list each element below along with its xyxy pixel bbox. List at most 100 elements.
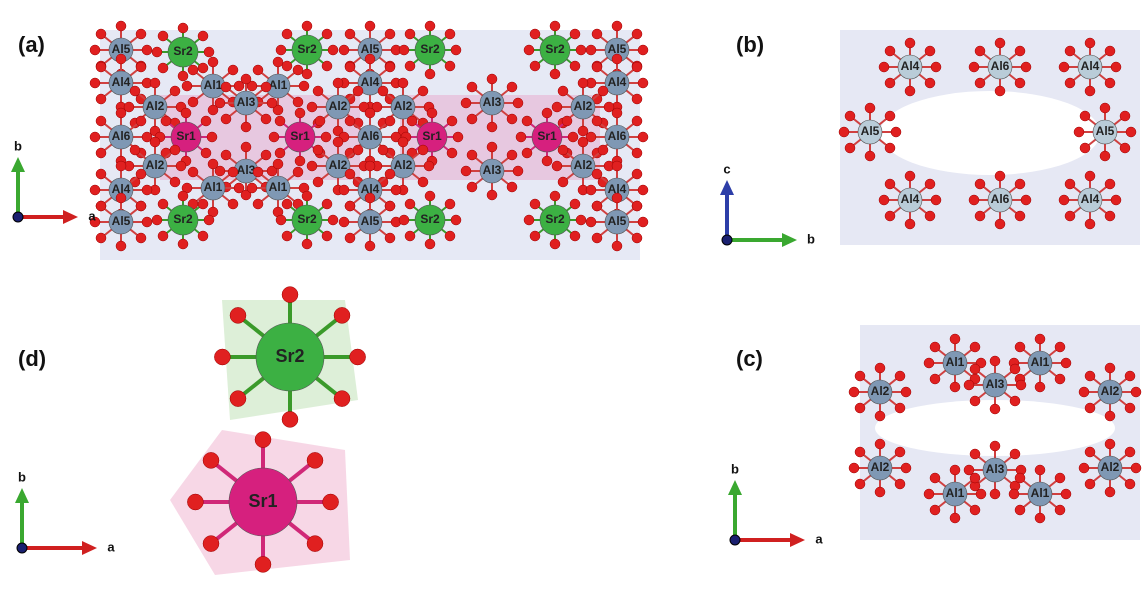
atom-label: Al2 bbox=[329, 158, 348, 172]
oxygen bbox=[240, 121, 252, 133]
oxygen bbox=[444, 60, 456, 72]
atom-label: Sr2 bbox=[297, 42, 317, 56]
atom-label: Al3 bbox=[483, 95, 502, 109]
oxygen bbox=[397, 77, 409, 89]
oxygen bbox=[900, 462, 912, 474]
oxygen bbox=[1014, 341, 1026, 353]
oxygen bbox=[364, 20, 376, 32]
axis-label: b bbox=[14, 138, 22, 153]
oxygen bbox=[854, 370, 866, 382]
oxygen bbox=[450, 214, 462, 226]
oxygen bbox=[344, 168, 356, 180]
atom-label: Sr1 bbox=[176, 129, 196, 143]
oxygen bbox=[227, 64, 239, 76]
oxygen bbox=[577, 125, 589, 137]
oxygen bbox=[129, 85, 141, 97]
oxygen bbox=[1104, 178, 1116, 190]
oxygen bbox=[206, 131, 218, 143]
atom bbox=[284, 121, 316, 153]
oxygen bbox=[1020, 194, 1032, 206]
oxygen bbox=[1110, 61, 1122, 73]
oxygen bbox=[452, 131, 464, 143]
atom-label: Sr2 bbox=[173, 212, 193, 226]
atom-label: Al3 bbox=[237, 95, 256, 109]
oxygen bbox=[994, 170, 1006, 182]
oxygen bbox=[344, 232, 356, 244]
atom-label: Al3 bbox=[483, 163, 502, 177]
oxygen bbox=[306, 452, 324, 469]
atom bbox=[867, 455, 893, 481]
oxygen bbox=[1124, 402, 1136, 414]
panel-label: (b) bbox=[736, 32, 764, 57]
oxygen bbox=[384, 61, 396, 73]
oxygen bbox=[95, 115, 107, 127]
oxygen bbox=[989, 355, 1001, 367]
oxygen bbox=[1058, 194, 1070, 206]
oxygen bbox=[384, 232, 396, 244]
oxygen bbox=[135, 232, 147, 244]
oxygen bbox=[1119, 110, 1131, 122]
atom bbox=[233, 90, 259, 116]
atom-label: Sr2 bbox=[173, 44, 193, 58]
oxygen bbox=[292, 96, 304, 108]
oxygen bbox=[1054, 341, 1066, 353]
oxygen bbox=[371, 101, 383, 113]
oxygen bbox=[460, 97, 472, 109]
oxygen bbox=[1104, 486, 1116, 498]
oxygen bbox=[1009, 448, 1021, 460]
oxygen bbox=[281, 60, 293, 72]
channel bbox=[880, 91, 1100, 175]
atom-label: Al6 bbox=[991, 59, 1010, 73]
oxygen bbox=[529, 230, 541, 242]
oxygen bbox=[864, 150, 876, 162]
oxygen bbox=[549, 68, 561, 80]
oxygen bbox=[252, 198, 264, 210]
oxygen bbox=[631, 147, 643, 159]
oxygen bbox=[260, 81, 272, 93]
atom bbox=[570, 94, 596, 120]
oxygen bbox=[377, 144, 389, 156]
oxygen bbox=[854, 478, 866, 490]
oxygen bbox=[929, 504, 941, 516]
oxygen bbox=[506, 113, 518, 125]
atom bbox=[539, 34, 571, 66]
atom bbox=[108, 124, 134, 150]
oxygen bbox=[89, 184, 101, 196]
atom-label: Al1 bbox=[204, 180, 223, 194]
oxygen bbox=[1084, 402, 1096, 414]
atom bbox=[1077, 54, 1103, 80]
oxygen bbox=[884, 45, 896, 57]
oxygen bbox=[384, 28, 396, 40]
oxygen bbox=[523, 44, 535, 56]
oxygen bbox=[115, 53, 127, 65]
oxygen bbox=[1104, 410, 1116, 422]
oxygen bbox=[631, 232, 643, 244]
oxygen bbox=[260, 149, 272, 161]
oxygen bbox=[157, 230, 169, 242]
oxygen bbox=[274, 115, 286, 127]
oxygen bbox=[541, 107, 553, 119]
atom bbox=[291, 34, 323, 66]
panel-label: (d) bbox=[18, 346, 46, 371]
oxygen bbox=[878, 61, 890, 73]
oxygen bbox=[848, 386, 860, 398]
oxygen bbox=[611, 160, 623, 172]
oxygen bbox=[301, 238, 313, 250]
oxygen bbox=[1104, 210, 1116, 222]
oxygen bbox=[123, 101, 135, 113]
oxygen bbox=[1064, 178, 1076, 190]
atom-label: Sr1 bbox=[422, 129, 442, 143]
oxygen bbox=[963, 464, 975, 476]
atom-label: Sr2 bbox=[297, 212, 317, 226]
atom-label: Al4 bbox=[361, 75, 380, 89]
atom bbox=[325, 94, 351, 120]
oxygen bbox=[577, 77, 589, 89]
atom-label: Al4 bbox=[112, 182, 131, 196]
oxygen bbox=[344, 61, 356, 73]
oxygen bbox=[312, 85, 324, 97]
oxygen bbox=[930, 61, 942, 73]
oxygen bbox=[949, 381, 961, 393]
oxygen bbox=[486, 73, 498, 85]
atom bbox=[1027, 481, 1053, 507]
oxygen bbox=[332, 77, 344, 89]
